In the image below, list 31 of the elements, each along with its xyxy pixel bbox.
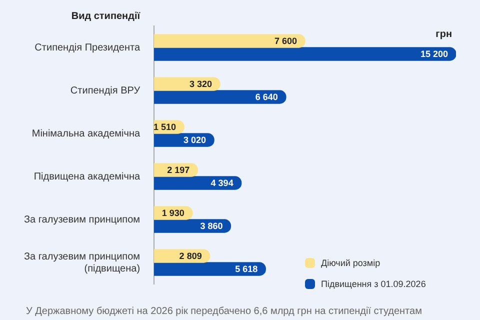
data-label: 1 510 (154, 122, 176, 132)
bar (154, 249, 210, 263)
y-tick-label: За галузевим принципом (24, 214, 140, 226)
y-tick-label: За галузевим принципом (підвищена) (24, 251, 140, 274)
data-label: 6 640 (255, 92, 278, 102)
y-axis-title: Вид стипендії (71, 10, 140, 22)
bar (154, 34, 306, 48)
data-label: 3 860 (200, 220, 223, 231)
data-label: 1 930 (162, 208, 184, 218)
bar (154, 219, 232, 233)
y-tick-label: Мінімальна академічна (32, 128, 140, 140)
data-label: 7 600 (274, 36, 298, 46)
data-label: 4 394 (210, 178, 234, 188)
data-label: 2 809 (179, 250, 202, 261)
y-tick-label: Підвищена академічна (34, 171, 140, 182)
x-axis-title: грн (436, 28, 452, 40)
y-tick-label: Стипендія Президента (34, 42, 140, 54)
y-tick-label: Стипендія ВРУ (70, 85, 141, 96)
bar (154, 77, 220, 91)
data-label: 3 320 (189, 78, 212, 89)
data-label: 15 200 (420, 48, 448, 59)
data-label: 5 618 (235, 264, 258, 274)
text: У Державному бюджеті на 2026 рік передбачено 6,6 млрд грн на стипендії студентам (26, 306, 422, 317)
legend-label: Діючий розмір (321, 258, 380, 268)
bar (154, 90, 286, 104)
bar (154, 262, 266, 276)
data-label: 2 197 (167, 164, 190, 175)
legend-label: Підвищення з 01.09.2026 (321, 279, 426, 289)
bar (154, 176, 242, 190)
bar (154, 47, 456, 61)
data-label: 3 020 (184, 134, 206, 145)
